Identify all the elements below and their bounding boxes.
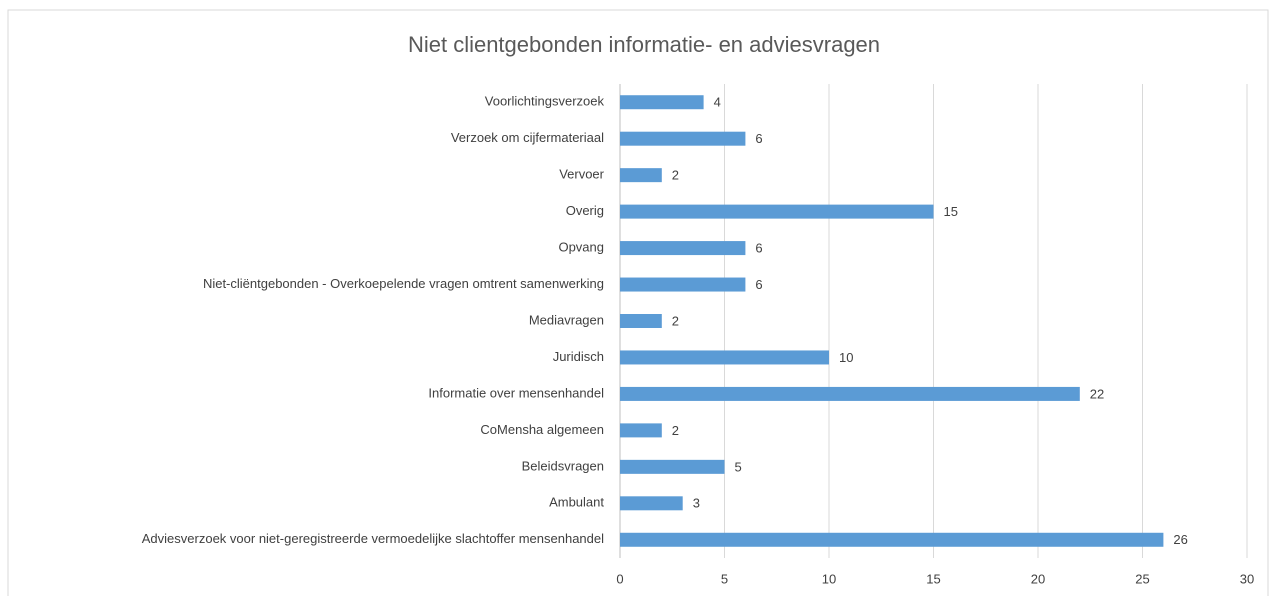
data-label: 10	[839, 350, 853, 365]
y-tick-label: Overig	[566, 203, 604, 218]
bar	[620, 423, 662, 438]
y-tick-label: CoMensha algemeen	[480, 422, 604, 437]
bar	[620, 168, 662, 183]
y-tick-label: Informatie over mensenhandel	[428, 385, 604, 400]
y-tick-label: Ambulant	[549, 495, 604, 510]
data-label: 6	[755, 277, 762, 292]
data-label: 26	[1173, 532, 1187, 547]
y-tick-label: Opvang	[558, 240, 604, 255]
bar	[620, 350, 829, 365]
x-tick-label: 30	[1240, 571, 1254, 586]
data-label: 15	[944, 204, 958, 219]
x-tick-label: 5	[721, 571, 728, 586]
bar	[620, 204, 934, 219]
data-label: 22	[1090, 386, 1104, 401]
data-label: 3	[693, 496, 700, 511]
data-label: 2	[672, 168, 679, 183]
y-tick-label: Vervoer	[559, 167, 604, 182]
y-tick-label: Voorlichtingsverzoek	[485, 94, 605, 109]
y-tick-label: Adviesverzoek voor niet-geregistreerde v…	[142, 531, 604, 546]
data-label: 5	[735, 459, 742, 474]
data-label: 2	[672, 313, 679, 328]
bar	[620, 459, 725, 474]
data-label: 4	[714, 95, 721, 110]
bar	[620, 314, 662, 328]
bar	[620, 496, 683, 511]
data-label: 2	[672, 423, 679, 438]
bar	[620, 241, 746, 256]
x-tick-label: 15	[926, 571, 940, 586]
bar	[620, 386, 1080, 401]
bar	[620, 95, 704, 110]
x-tick-label: 0	[616, 571, 623, 586]
y-tick-label: Juridisch	[553, 349, 604, 364]
y-tick-label: Niet-cliëntgebonden - Overkoepelende vra…	[203, 276, 604, 291]
y-tick-label: Beleidsvragen	[522, 458, 604, 473]
bar	[620, 131, 746, 146]
y-tick-label: Mediavragen	[529, 312, 604, 327]
x-tick-label: 20	[1031, 571, 1045, 586]
x-tick-label: 10	[822, 571, 836, 586]
chart-title: Niet clientgebonden informatie- en advie…	[408, 32, 880, 57]
y-tick-label: Verzoek om cijfermateriaal	[451, 130, 604, 145]
bar	[620, 532, 1164, 547]
data-label: 6	[755, 241, 762, 256]
bar	[620, 277, 746, 292]
data-label: 6	[755, 131, 762, 146]
x-tick-label: 25	[1135, 571, 1149, 586]
